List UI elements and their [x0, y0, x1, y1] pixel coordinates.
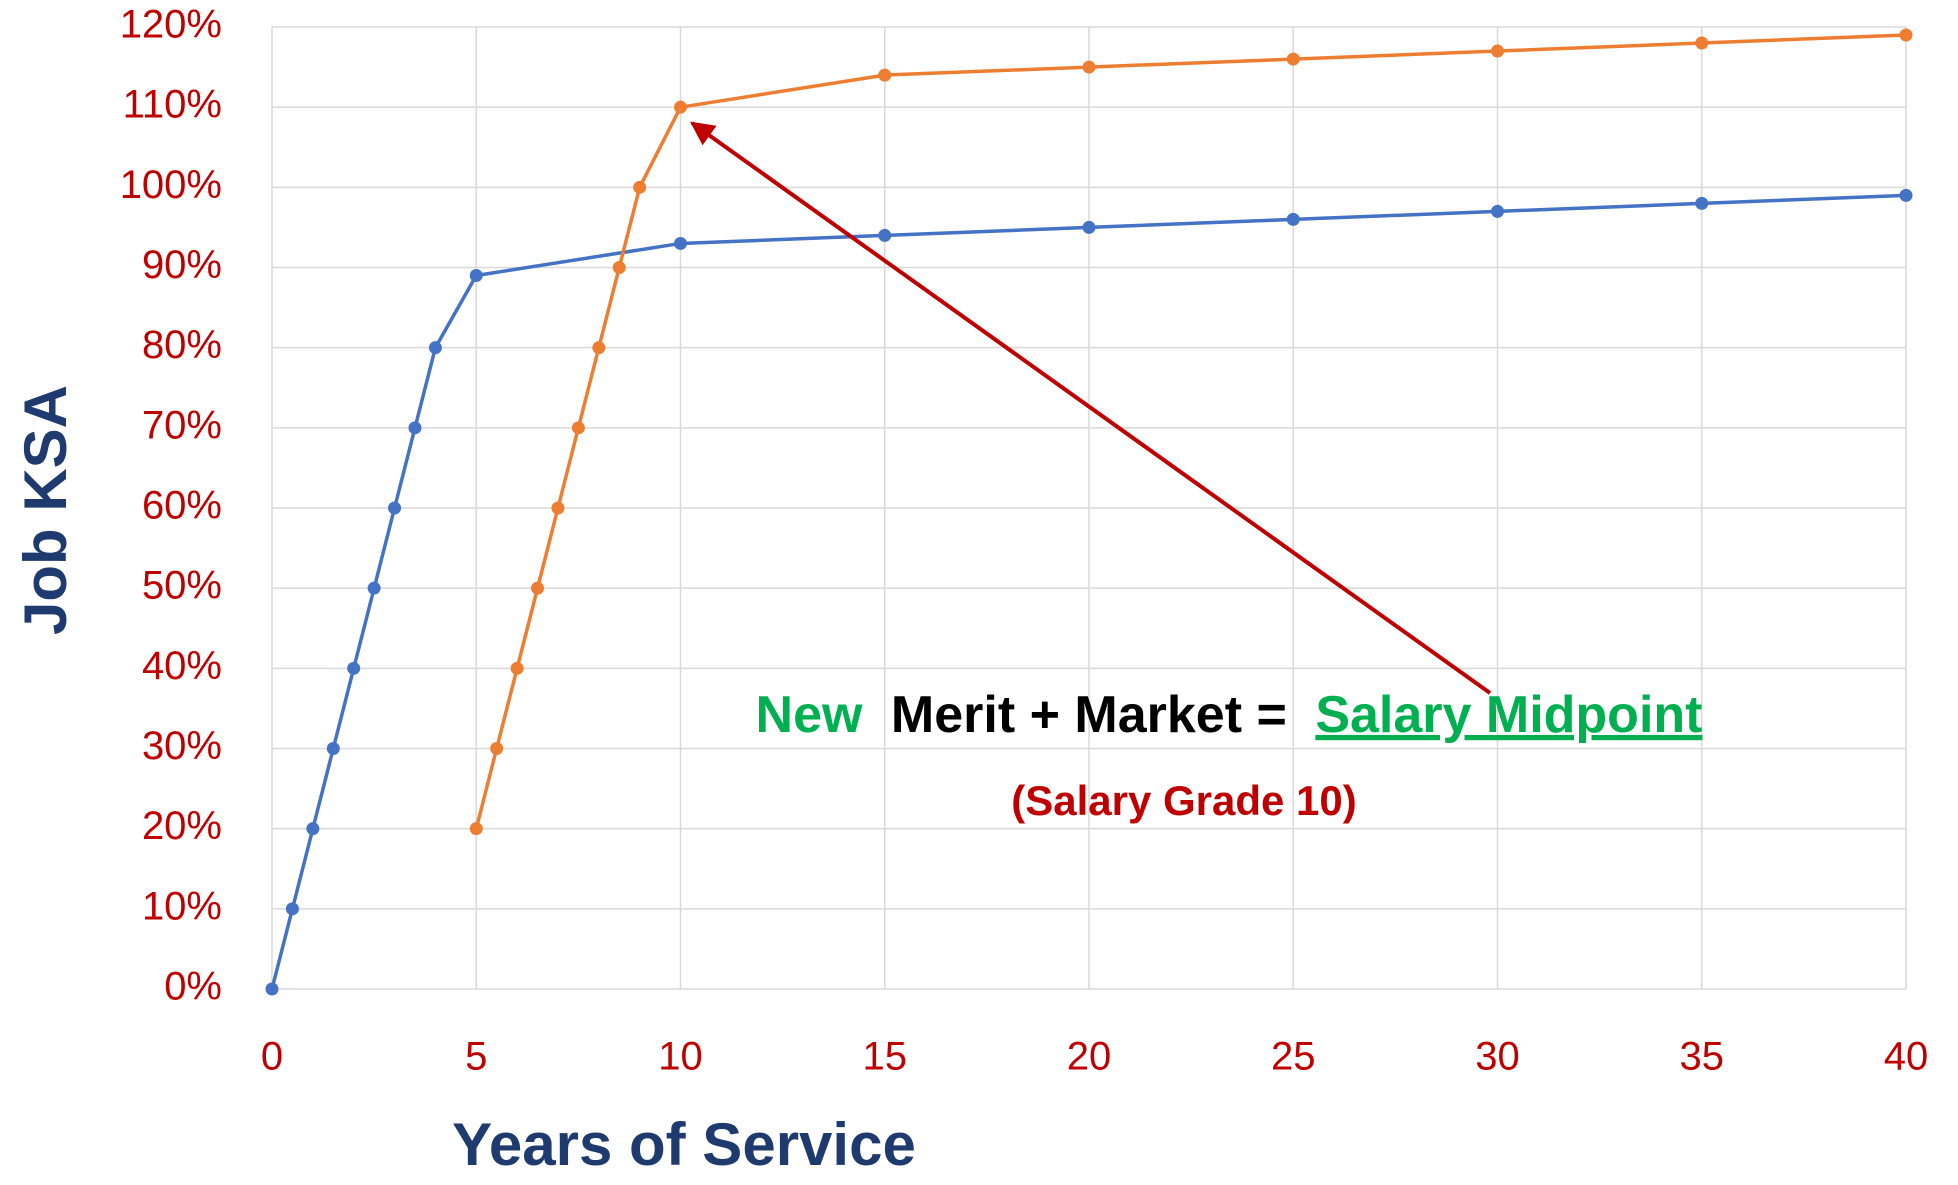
annotation-part: Salary Midpoint	[1315, 686, 1702, 744]
y-tick-label: 110%	[123, 83, 222, 127]
point	[571, 421, 585, 435]
grid	[271, 26, 1907, 990]
point	[469, 822, 483, 836]
annotation-subtext: (Salary Grade 10)	[1011, 777, 1357, 824]
annotation-part: Merit + Market =	[891, 686, 1287, 744]
point	[612, 261, 626, 274]
line	[474, 33, 1907, 830]
x-tick-label: 40	[1884, 1035, 1929, 1079]
y-tick-label: 40%	[142, 644, 222, 688]
point	[510, 661, 524, 675]
y-tick-label: 120%	[120, 3, 222, 47]
point	[551, 501, 565, 515]
y-tick-label: 20%	[142, 804, 222, 848]
point	[1082, 220, 1096, 234]
point	[878, 228, 892, 242]
point	[674, 100, 687, 114]
x-tick-label: 5	[465, 1035, 487, 1079]
point	[592, 341, 606, 355]
y-tick-label: 70%	[142, 403, 222, 447]
point	[326, 742, 340, 755]
point	[674, 236, 687, 250]
y-tick-label: 30%	[142, 724, 222, 768]
annotation-arrow	[690, 121, 1492, 695]
x-axis-title: Years of Service	[452, 1111, 916, 1178]
point	[1899, 188, 1913, 202]
annotation-part: New	[756, 686, 863, 744]
x-tick-label: 35	[1680, 1035, 1725, 1079]
point	[1695, 196, 1709, 210]
point	[306, 822, 320, 836]
point	[878, 68, 892, 82]
x-tick-label: 0	[261, 1035, 283, 1079]
point	[531, 581, 545, 595]
point	[408, 421, 422, 435]
y-tick-label: 0%	[164, 965, 222, 1009]
point	[490, 742, 504, 755]
y-axis-title: Job KSA	[12, 385, 79, 635]
x-tick-label: 25	[1271, 1035, 1316, 1079]
point	[1286, 212, 1300, 226]
point	[1286, 52, 1300, 66]
point	[1491, 44, 1504, 58]
point	[1491, 204, 1504, 218]
point	[428, 341, 442, 355]
point	[367, 581, 381, 595]
point	[469, 269, 483, 283]
y-tick-label: 100%	[120, 163, 222, 207]
point	[388, 501, 402, 515]
point	[285, 902, 299, 916]
point	[265, 982, 279, 996]
annotation: New Merit + Market = Salary Midpoint	[756, 686, 1703, 744]
point	[1695, 36, 1709, 50]
x-tick-label: 20	[1067, 1035, 1112, 1079]
y-tick-label: 10%	[142, 884, 222, 928]
point	[1082, 60, 1096, 74]
plot	[265, 28, 1913, 996]
y-tick-label: 50%	[142, 564, 222, 608]
y-tick-label: 90%	[142, 243, 222, 287]
y-tick-label: 60%	[142, 484, 222, 528]
x-tick-label: 10	[658, 1035, 703, 1079]
point	[347, 661, 361, 675]
x-tick-label: 30	[1475, 1035, 1520, 1079]
y-tick-label: 80%	[142, 323, 222, 367]
x-tick-label: 15	[863, 1035, 908, 1079]
point	[633, 180, 647, 194]
point	[1899, 28, 1913, 42]
